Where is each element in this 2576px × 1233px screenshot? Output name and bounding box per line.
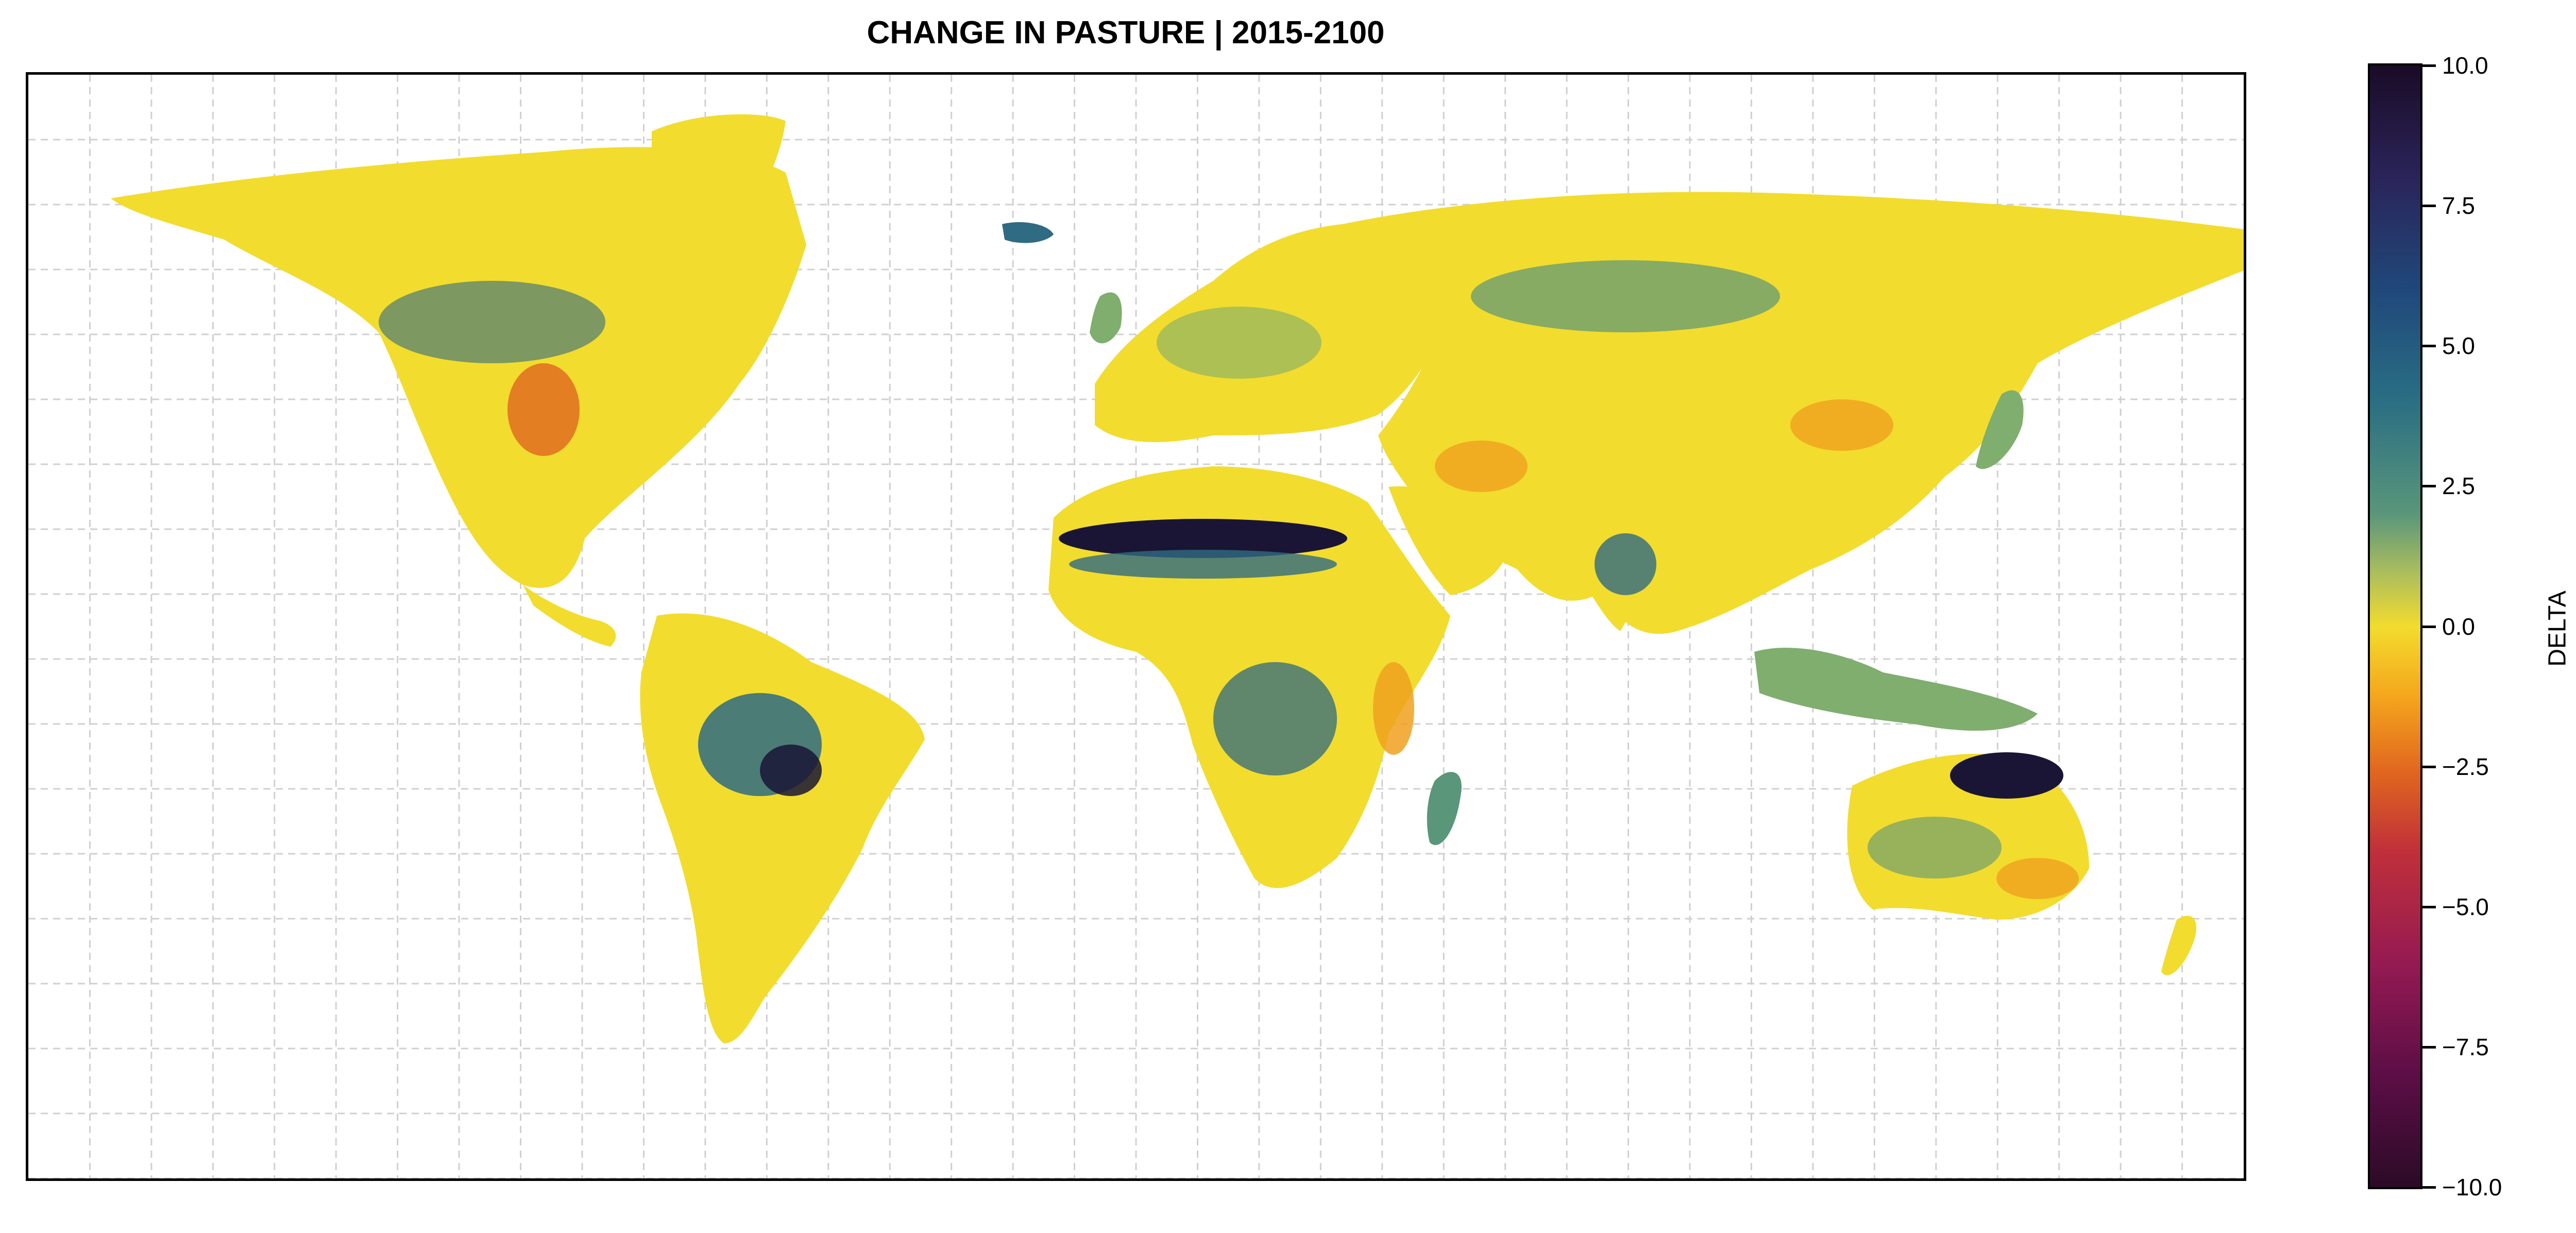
australia-south-loss	[1996, 858, 2079, 899]
amazon-core	[760, 745, 822, 796]
congo-gain	[1213, 662, 1337, 775]
colorbar-tick	[2422, 625, 2436, 628]
colorbar-tick	[2422, 1186, 2436, 1189]
iceland	[1002, 222, 1054, 243]
east-africa-loss	[1373, 662, 1414, 755]
colorbar-tick-label: −10.0	[2442, 1174, 2502, 1201]
colorbar-tick	[2422, 64, 2436, 67]
colorbar-tick-label: 2.5	[2442, 472, 2475, 500]
southeast-asia-islands	[1754, 648, 2038, 731]
colorbar-tick-label: −2.5	[2442, 753, 2489, 780]
colorbar-tick-label: −7.5	[2442, 1033, 2489, 1060]
new-zealand	[2161, 916, 2197, 975]
colorbar-tick	[2422, 205, 2436, 208]
map-frame	[26, 72, 2246, 1181]
australia-north-gain	[1950, 752, 2063, 799]
colorbar-tick	[2422, 485, 2436, 488]
iran-loss	[1435, 441, 1528, 492]
japan	[1976, 390, 2024, 469]
us-plains-loss	[507, 363, 580, 456]
madagascar	[1427, 772, 1462, 846]
siberia-gain	[1471, 260, 1780, 332]
colorbar-tick	[2422, 345, 2436, 348]
sahel-high-gain	[1059, 519, 1347, 558]
change-hotspots	[379, 260, 2079, 899]
boreal-gain	[379, 281, 605, 363]
australia-interior	[1868, 817, 2002, 879]
china-loss	[1790, 399, 1893, 451]
colorbar-tick-label: 0.0	[2442, 613, 2475, 640]
north-america	[111, 147, 806, 588]
arabian-peninsula	[1388, 486, 1512, 595]
greenland	[652, 114, 786, 224]
europe-mixed	[1157, 307, 1321, 379]
world-map	[28, 75, 2244, 1178]
sahel-gain-band	[1069, 550, 1337, 579]
colorbar-label: DELTA	[2544, 590, 2571, 667]
colorbar-tick-label: 5.0	[2442, 332, 2475, 360]
colorbar-tick-label: −5.0	[2442, 893, 2489, 920]
colorbar-tick-label: 10.0	[2442, 52, 2488, 79]
colorbar-tick	[2422, 1045, 2436, 1049]
colorbar	[2368, 63, 2422, 1189]
british-isles	[1090, 292, 1122, 344]
map-title: CHANGE IN PASTURE | 2015-2100	[867, 15, 1385, 50]
land-masses	[111, 114, 2244, 1043]
central-america	[523, 585, 616, 647]
colorbar-tick-label: 7.5	[2442, 192, 2475, 219]
colorbar-tick	[2422, 905, 2436, 908]
colorbar-tick	[2422, 765, 2436, 768]
south-america	[640, 613, 925, 1043]
india-gain	[1595, 533, 1656, 595]
